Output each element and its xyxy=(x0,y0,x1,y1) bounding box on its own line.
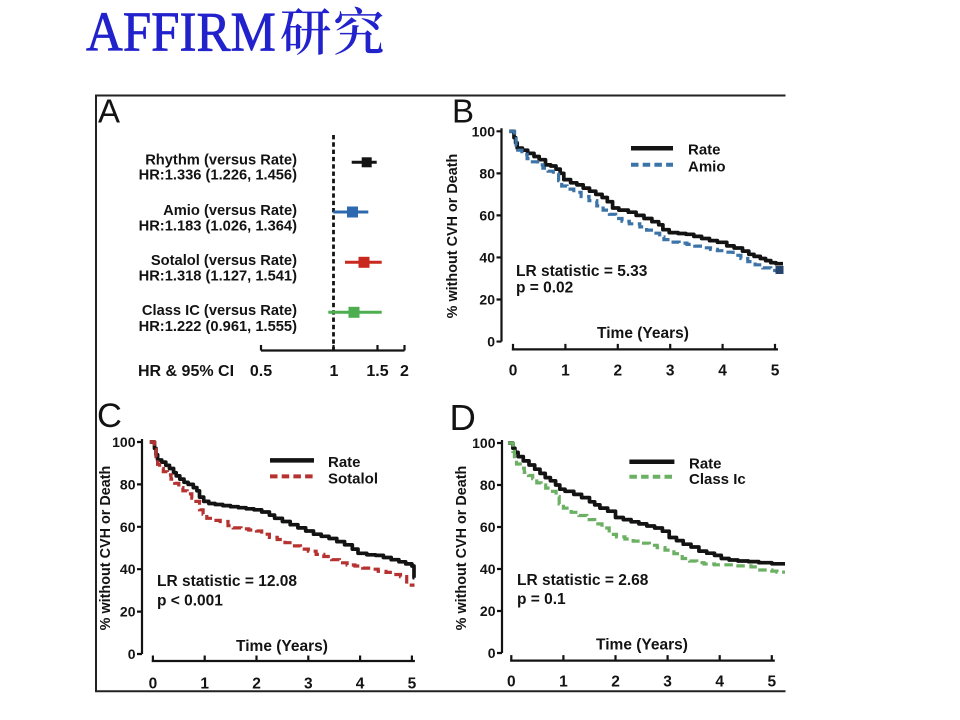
svg-text:0: 0 xyxy=(128,646,136,662)
svg-text:1: 1 xyxy=(561,363,570,380)
svg-text:2: 2 xyxy=(252,676,261,693)
svg-text:100: 100 xyxy=(472,435,496,451)
svg-text:60: 60 xyxy=(120,519,136,535)
svg-text:HR:1.183 (1.026, 1.364): HR:1.183 (1.026, 1.364) xyxy=(139,219,298,235)
svg-text:B: B xyxy=(452,93,474,130)
svg-text:3: 3 xyxy=(666,363,675,380)
svg-text:Rate: Rate xyxy=(689,455,722,472)
svg-text:HR & 95% CI: HR & 95% CI xyxy=(138,363,234,380)
svg-text:p = 0.02: p = 0.02 xyxy=(516,280,573,297)
svg-text:5: 5 xyxy=(767,674,776,691)
svg-text:20: 20 xyxy=(479,292,495,308)
svg-text:LR statistic = 2.68: LR statistic = 2.68 xyxy=(517,572,649,589)
svg-text:Class Ic: Class Ic xyxy=(689,471,746,488)
svg-text:Amio: Amio xyxy=(688,159,726,176)
svg-text:Time (Years): Time (Years) xyxy=(236,638,328,655)
svg-text:1.5: 1.5 xyxy=(366,363,388,380)
svg-text:60: 60 xyxy=(480,519,496,535)
svg-text:2: 2 xyxy=(400,363,409,380)
svg-text:1: 1 xyxy=(330,363,339,380)
svg-text:2: 2 xyxy=(611,674,620,691)
svg-text:1: 1 xyxy=(200,676,209,693)
svg-text:% without CVH or Death: % without CVH or Death xyxy=(454,466,470,631)
svg-text:A: A xyxy=(98,93,120,130)
svg-text:100: 100 xyxy=(472,123,496,139)
svg-text:Amio (versus Rate): Amio (versus Rate) xyxy=(163,203,297,219)
svg-text:40: 40 xyxy=(480,561,496,577)
svg-text:Time (Years): Time (Years) xyxy=(597,325,689,342)
svg-text:0: 0 xyxy=(487,334,495,350)
svg-text:Class IC (versus Rate): Class IC (versus Rate) xyxy=(142,303,297,319)
svg-text:80: 80 xyxy=(479,165,495,181)
svg-text:4: 4 xyxy=(715,674,724,691)
svg-text:D: D xyxy=(450,397,476,438)
svg-text:40: 40 xyxy=(120,561,136,577)
svg-text:3: 3 xyxy=(663,674,672,691)
svg-text:20: 20 xyxy=(120,604,136,620)
svg-text:HR:1.222 (0.961, 1.555): HR:1.222 (0.961, 1.555) xyxy=(139,319,298,335)
svg-text:0.5: 0.5 xyxy=(250,363,272,380)
svg-text:5: 5 xyxy=(771,363,780,380)
svg-text:5: 5 xyxy=(408,676,417,693)
svg-text:3: 3 xyxy=(304,676,313,693)
svg-text:C: C xyxy=(97,397,122,435)
svg-text:4: 4 xyxy=(718,363,727,380)
svg-text:% without CVH or Death: % without CVH or Death xyxy=(98,466,114,631)
svg-text:Sotalol (versus Rate): Sotalol (versus Rate) xyxy=(151,253,297,269)
svg-text:LR statistic = 12.08: LR statistic = 12.08 xyxy=(157,573,297,590)
svg-text:0: 0 xyxy=(149,676,158,693)
svg-text:2: 2 xyxy=(613,363,622,380)
svg-text:80: 80 xyxy=(120,476,136,492)
svg-text:0: 0 xyxy=(507,674,516,691)
svg-text:Rate: Rate xyxy=(328,454,361,471)
svg-text:% without CVH or Death: % without CVH or Death xyxy=(445,154,461,319)
svg-text:Sotalol: Sotalol xyxy=(328,470,378,487)
svg-text:Rhythm (versus Rate): Rhythm (versus Rate) xyxy=(145,152,297,168)
svg-text:40: 40 xyxy=(479,249,495,265)
svg-text:100: 100 xyxy=(112,434,136,450)
svg-text:LR statistic = 5.33: LR statistic = 5.33 xyxy=(516,263,648,280)
svg-text:p = 0.1: p = 0.1 xyxy=(517,591,566,608)
svg-text:Time (Years): Time (Years) xyxy=(596,637,688,654)
svg-text:0: 0 xyxy=(488,645,496,661)
svg-text:80: 80 xyxy=(480,477,496,493)
svg-text:4: 4 xyxy=(356,676,365,693)
svg-text:1: 1 xyxy=(559,674,568,691)
svg-text:20: 20 xyxy=(480,603,496,619)
svg-text:0: 0 xyxy=(509,363,518,380)
svg-text:HR:1.318 (1.127, 1.541): HR:1.318 (1.127, 1.541) xyxy=(139,269,298,285)
svg-text:60: 60 xyxy=(479,207,495,223)
svg-text:HR:1.336 (1.226, 1.456): HR:1.336 (1.226, 1.456) xyxy=(139,167,298,183)
svg-text:Rate: Rate xyxy=(688,142,721,159)
svg-text:p < 0.001: p < 0.001 xyxy=(157,593,223,610)
svg-text:AFFIRM: AFFIRM xyxy=(86,0,276,63)
